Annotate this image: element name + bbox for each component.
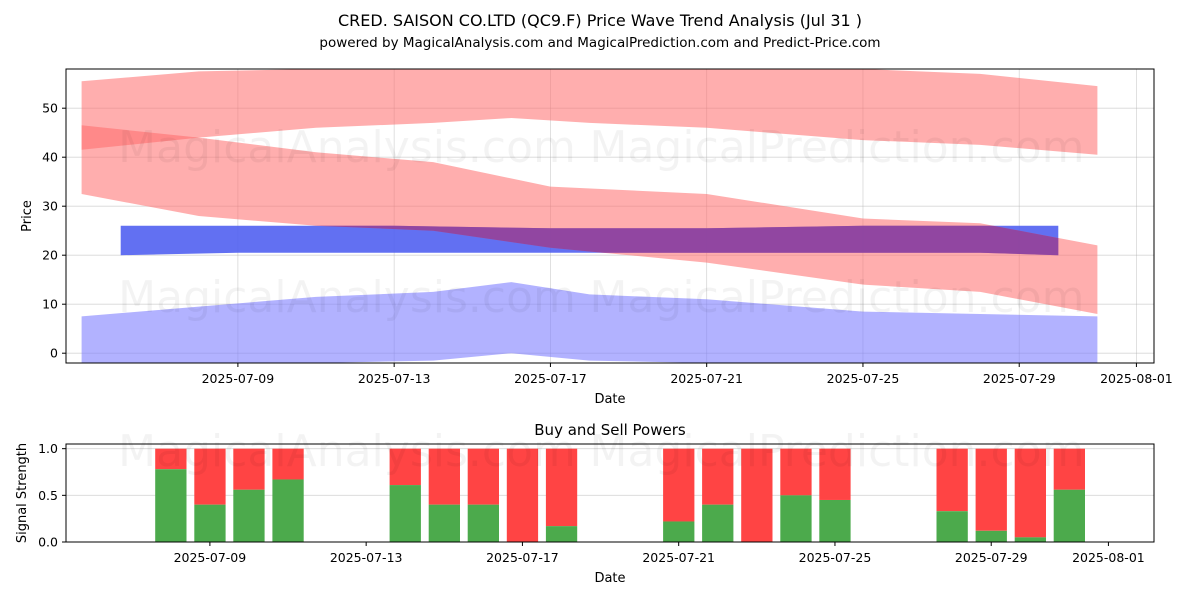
price-y-tick-label: 0 xyxy=(50,346,58,361)
watermark-analysis-bottom: MagicalAnalysis.com xyxy=(118,426,576,477)
sell-bar xyxy=(545,448,578,527)
sell-bar xyxy=(155,448,187,470)
price-y-tick-label: 50 xyxy=(42,101,58,116)
sell-bar xyxy=(233,448,265,490)
power-x-tick-label: 2025-07-25 xyxy=(799,550,872,565)
price-x-tick-label: 2025-07-17 xyxy=(514,371,587,386)
power-y-tick-label: 0.0 xyxy=(38,535,58,550)
watermark-analysis-mid: MagicalAnalysis.com xyxy=(118,272,576,323)
sell-bar xyxy=(702,448,734,505)
sell-bar xyxy=(780,448,812,496)
buy-bar xyxy=(428,504,460,542)
power-x-tick-label: 2025-08-01 xyxy=(1072,550,1145,565)
price-band-red-0 xyxy=(81,69,1098,155)
power-plot-frame xyxy=(65,443,1155,543)
price-band-blue-3 xyxy=(81,282,1098,363)
power-x-tick-label: 2025-07-29 xyxy=(955,550,1028,565)
power-y-tick-label: 0.5 xyxy=(38,488,58,503)
price-x-tick-label: 2025-07-21 xyxy=(670,371,743,386)
buy-bar xyxy=(819,500,851,542)
buy-bar xyxy=(975,530,1007,542)
power-y-tick-label: 1.0 xyxy=(38,441,58,456)
price-x-label: Date xyxy=(594,392,625,407)
watermark-prediction-bottom: MagicalPrediction.com xyxy=(590,426,1085,477)
sell-bar xyxy=(1053,448,1085,490)
price-y-ticks: 0 10 20 30 40 50 xyxy=(42,101,66,361)
buy-bar xyxy=(1014,537,1046,543)
buy-bar xyxy=(545,526,578,543)
buy-bar xyxy=(194,504,226,542)
power-x-tick-label: 2025-07-21 xyxy=(642,550,715,565)
sell-bar xyxy=(1014,448,1046,538)
power-bars xyxy=(155,448,1085,543)
buy-bar xyxy=(233,489,265,543)
power-y-ticks: 0.0 0.5 1.0 xyxy=(38,441,66,550)
power-x-tick-label: 2025-07-09 xyxy=(174,550,247,565)
sell-bar xyxy=(663,448,695,522)
sell-bar xyxy=(936,448,968,512)
sell-bar xyxy=(975,448,1007,531)
watermark-prediction-top: MagicalPrediction.com xyxy=(590,122,1085,173)
price-y-tick-label: 20 xyxy=(42,248,58,263)
price-y-tick-label: 40 xyxy=(42,150,58,165)
chart-title: CRED. SAISON CO.LTD (QC9.F) Price Wave T… xyxy=(338,11,862,30)
buy-bar xyxy=(1053,489,1085,543)
sell-bar xyxy=(389,448,421,486)
buy-bar xyxy=(155,469,187,542)
price-y-tick-label: 10 xyxy=(42,297,58,312)
buy-bar xyxy=(272,479,304,542)
watermark-prediction-mid: MagicalPrediction.com xyxy=(590,272,1085,323)
price-x-tick-label: 2025-07-09 xyxy=(202,371,275,386)
price-bands xyxy=(81,69,1098,363)
sell-bar xyxy=(428,448,460,505)
power-y-label: Signal Strength xyxy=(15,443,30,543)
buy-bar xyxy=(702,504,734,542)
buy-bar xyxy=(389,485,421,542)
power-x-tick-label: 2025-07-17 xyxy=(486,550,559,565)
price-x-tick-label: 2025-08-01 xyxy=(1100,371,1173,386)
price-x-tick-label: 2025-07-13 xyxy=(358,371,431,386)
price-x-tick-label: 2025-07-25 xyxy=(827,371,900,386)
buy-bar xyxy=(663,521,695,542)
power-x-label: Date xyxy=(594,571,625,586)
price-x-ticks: 2025-07-09 2025-07-13 2025-07-17 2025-07-21… xyxy=(202,363,1173,386)
buy-bar xyxy=(780,495,812,543)
power-x-tick-label: 2025-07-13 xyxy=(330,550,403,565)
sell-bar xyxy=(272,448,304,480)
price-y-label: Price xyxy=(20,200,35,232)
power-chart: Buy and Sell Powers MagicalAnalysis.com … xyxy=(15,421,1155,586)
buy-bar xyxy=(936,511,968,542)
sell-bar xyxy=(194,448,226,505)
price-plot-frame xyxy=(65,68,1155,364)
power-x-ticks: 2025-07-09 2025-07-13 2025-07-17 2025-07-21… xyxy=(174,542,1145,565)
sell-bar xyxy=(741,448,773,542)
buy-bar xyxy=(467,504,499,542)
chart-subtitle: powered by MagicalAnalysis.com and Magic… xyxy=(319,35,880,51)
sell-bar xyxy=(506,448,539,542)
sell-bar xyxy=(819,448,851,500)
price-band-red-1 xyxy=(81,125,1098,314)
sell-bar xyxy=(467,448,499,505)
power-chart-title: Buy and Sell Powers xyxy=(534,421,686,439)
watermark-analysis-top: MagicalAnalysis.com xyxy=(118,122,576,173)
price-y-tick-label: 30 xyxy=(42,199,58,214)
price-x-tick-label: 2025-07-29 xyxy=(983,371,1056,386)
price-chart: MagicalAnalysis.com MagicalPrediction.co… xyxy=(20,68,1173,407)
